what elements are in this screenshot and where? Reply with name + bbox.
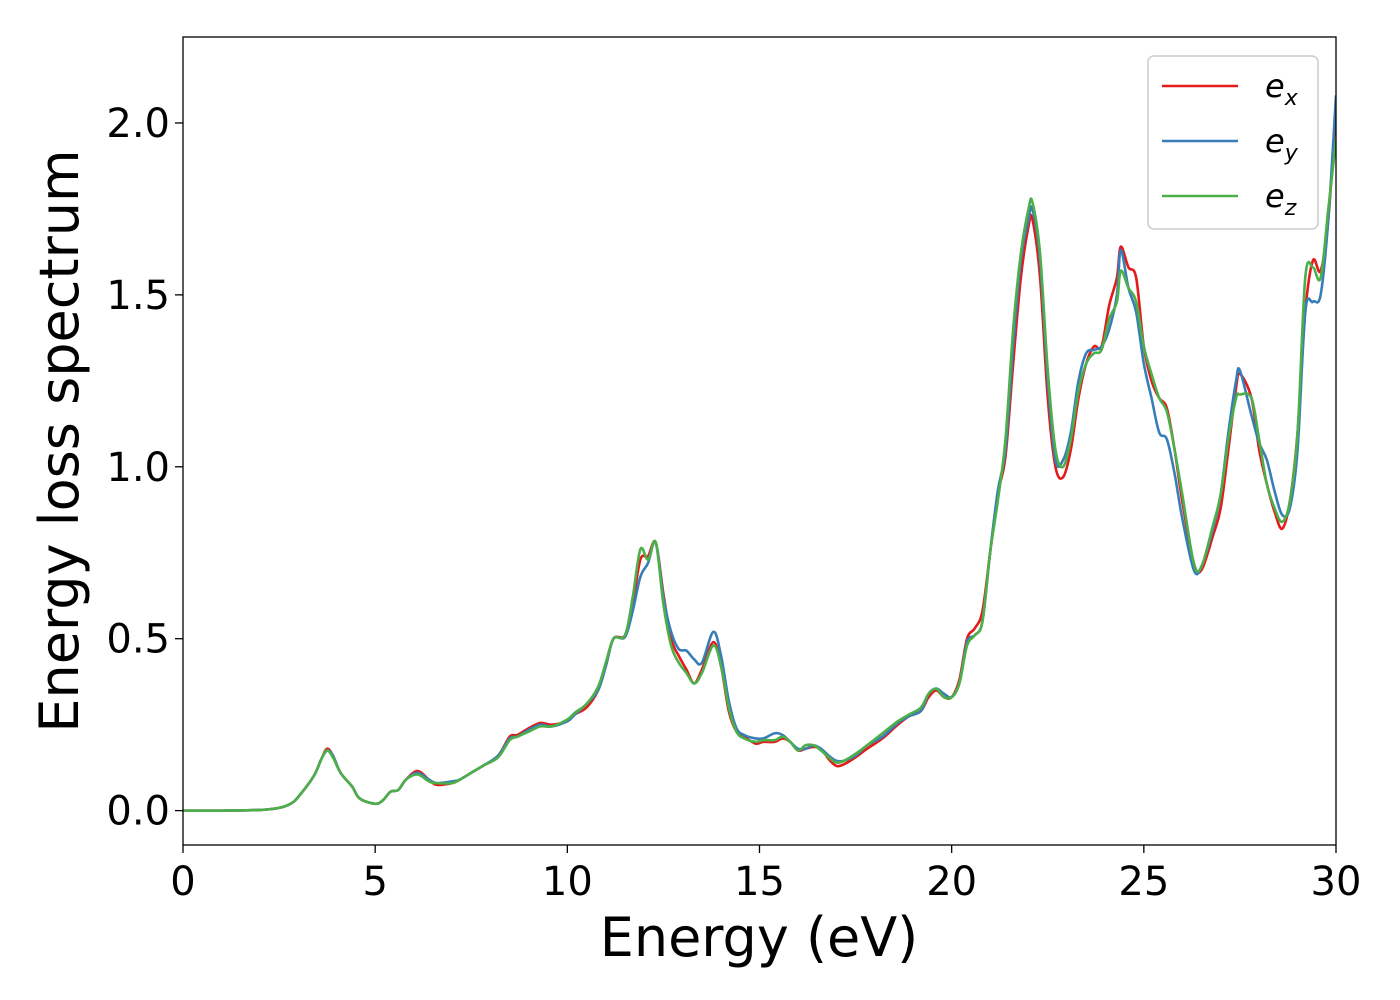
x-axis: 0 5 10 15 20 25 30 [170, 845, 1361, 905]
y-tick-label: 0.0 [106, 789, 170, 835]
y-tick-label: 1.5 [106, 273, 170, 319]
series-layer [183, 95, 1336, 812]
x-axis-label: Energy (eV) [600, 906, 919, 969]
x-tick-label: 5 [362, 859, 387, 905]
legend-label-e-x: ex [1265, 67, 1299, 111]
x-tick-label: 30 [1311, 859, 1362, 905]
series-line-e-y [183, 95, 1336, 812]
y-tick-label: 1.0 [106, 445, 170, 491]
legend: ex ey ez [1147, 55, 1319, 230]
x-tick-label: 20 [926, 859, 977, 905]
x-tick-label: 25 [1118, 859, 1169, 905]
x-tick-label: 10 [542, 859, 593, 905]
legend-box [1147, 55, 1319, 230]
y-tick-label: 0.5 [106, 617, 170, 663]
series-line-e-z [183, 140, 1336, 812]
y-axis: 0.0 0.5 1.0 1.5 2.0 [106, 101, 183, 835]
legend-label-e-y: ey [1265, 122, 1299, 166]
y-tick-label: 2.0 [106, 101, 170, 147]
x-tick-label: 15 [734, 859, 785, 905]
x-tick-label: 0 [170, 859, 195, 905]
y-axis-label: Energy loss spectrum [28, 149, 91, 732]
legend-label-e-z: ez [1265, 177, 1297, 221]
